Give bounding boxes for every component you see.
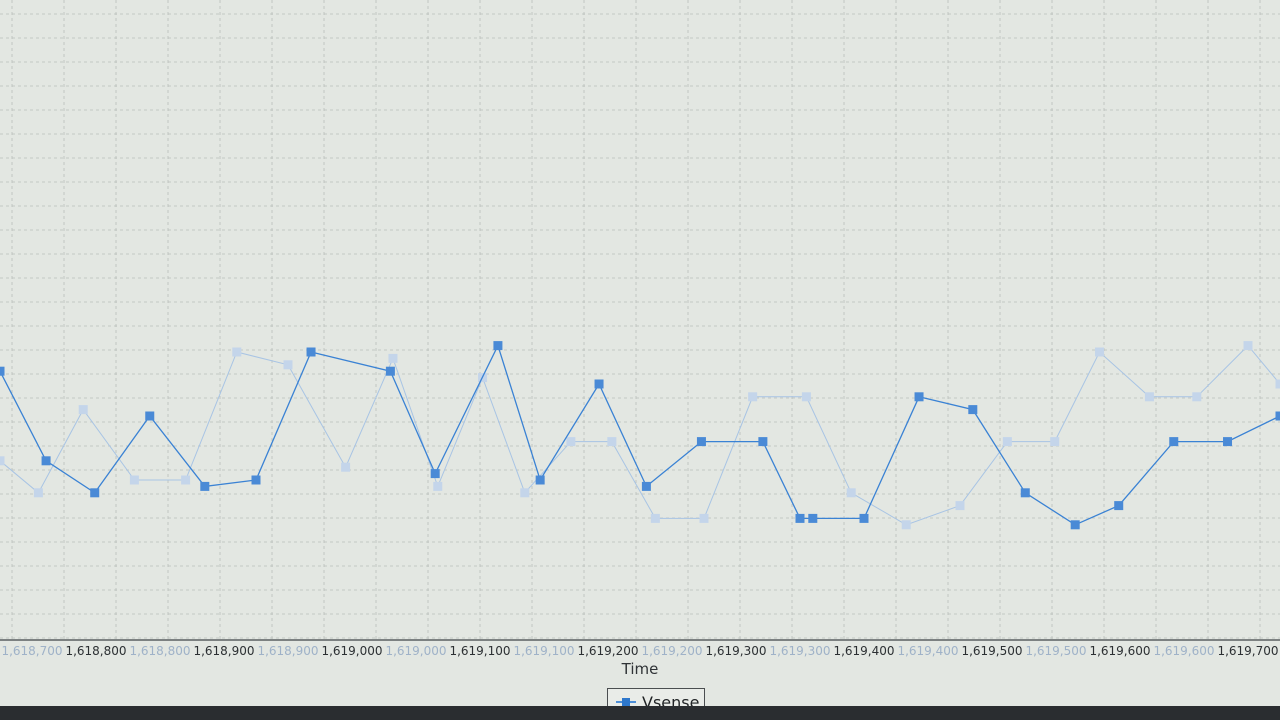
data-point-secondary: [388, 353, 398, 363]
data-point-secondary: [650, 513, 660, 523]
data-point-vsense: [758, 437, 768, 447]
x-tick-label: 1,619,000: [321, 644, 382, 658]
data-point-secondary: [0, 456, 5, 466]
data-point-vsense: [41, 456, 51, 466]
x-axis-title: Time: [621, 660, 659, 678]
data-point-secondary: [699, 513, 709, 523]
data-point-vsense: [968, 405, 978, 415]
data-point-vsense: [430, 469, 440, 479]
x-tick-label: 1,619,600: [1089, 644, 1150, 658]
data-point-secondary: [520, 488, 530, 498]
data-point-secondary: [33, 488, 43, 498]
data-point-secondary: [433, 481, 443, 491]
data-point-vsense: [1169, 437, 1179, 447]
data-point-vsense: [594, 379, 604, 389]
x-tick-label: 1,618,700: [1, 644, 62, 658]
data-point-secondary: [232, 347, 242, 357]
data-point-vsense: [90, 488, 100, 498]
data-point-secondary: [607, 437, 617, 447]
data-point-vsense: [1020, 488, 1030, 498]
data-point-secondary: [1144, 392, 1154, 402]
data-point-secondary: [341, 462, 351, 472]
data-point-vsense: [0, 366, 5, 376]
data-point-secondary: [748, 392, 758, 402]
x-tick-label: 1,618,900: [257, 644, 318, 658]
data-point-secondary: [283, 360, 293, 370]
legend-swatch-marker: [622, 698, 630, 706]
x-tick-label: 1,618,800: [129, 644, 190, 658]
data-point-vsense: [1070, 520, 1080, 530]
x-tick-labels: 1,618,700 1,618,800 1,618,800 1,618,900 1,61…: [1, 644, 1278, 658]
data-point-secondary: [1002, 437, 1012, 447]
x-tick-label: 1,619,000: [385, 644, 446, 658]
data-point-vsense: [200, 481, 210, 491]
x-tick-label: 1,619,600: [1153, 644, 1214, 658]
x-tick-label: 1,619,500: [961, 644, 1022, 658]
data-point-vsense: [1223, 437, 1233, 447]
x-tick-label: 1,618,800: [65, 644, 126, 658]
data-point-secondary: [1243, 341, 1253, 351]
data-point-secondary: [901, 520, 911, 530]
data-point-vsense: [535, 475, 545, 485]
x-tick-label: 1,619,100: [449, 644, 510, 658]
x-tick-label: 1,619,500: [1025, 644, 1086, 658]
data-point-vsense: [493, 341, 503, 351]
data-point-secondary: [1095, 347, 1105, 357]
x-tick-label: 1,619,400: [897, 644, 958, 658]
data-point-secondary: [801, 392, 811, 402]
data-point-vsense: [1275, 411, 1280, 421]
window-bottom-edge: [0, 706, 1280, 720]
series-layer: [0, 341, 1280, 530]
data-point-secondary: [1050, 437, 1060, 447]
data-point-vsense: [914, 392, 924, 402]
grid: [0, 0, 1280, 640]
x-tick-label: 1,619,300: [705, 644, 766, 658]
data-point-vsense: [251, 475, 261, 485]
data-point-secondary: [955, 501, 965, 511]
data-point-vsense: [385, 366, 395, 376]
data-point-vsense: [696, 437, 706, 447]
x-tick-label: 1,619,200: [577, 644, 638, 658]
data-point-secondary: [566, 437, 576, 447]
x-tick-label: 1,619,700: [1217, 644, 1278, 658]
data-point-vsense: [145, 411, 155, 421]
series-line-secondary: [0, 344, 1280, 526]
x-tick-label: 1,618,900: [193, 644, 254, 658]
x-tick-label: 1,619,100: [513, 644, 574, 658]
x-tick-label: 1,619,200: [641, 644, 702, 658]
data-point-secondary: [1275, 379, 1280, 389]
data-point-vsense: [859, 513, 869, 523]
data-point-secondary: [129, 475, 139, 485]
data-point-vsense: [641, 481, 651, 491]
data-point-vsense: [1114, 501, 1124, 511]
x-tick-label: 1,619,300: [769, 644, 830, 658]
data-point-vsense: [808, 513, 818, 523]
series-line-vsense: [0, 343, 1280, 526]
data-point-secondary: [846, 488, 856, 498]
data-point-secondary: [78, 405, 88, 415]
data-point-secondary: [181, 475, 191, 485]
data-point-vsense: [306, 347, 316, 357]
data-point-secondary: [1192, 392, 1202, 402]
data-point-vsense: [795, 513, 805, 523]
x-tick-label: 1,619,400: [833, 644, 894, 658]
